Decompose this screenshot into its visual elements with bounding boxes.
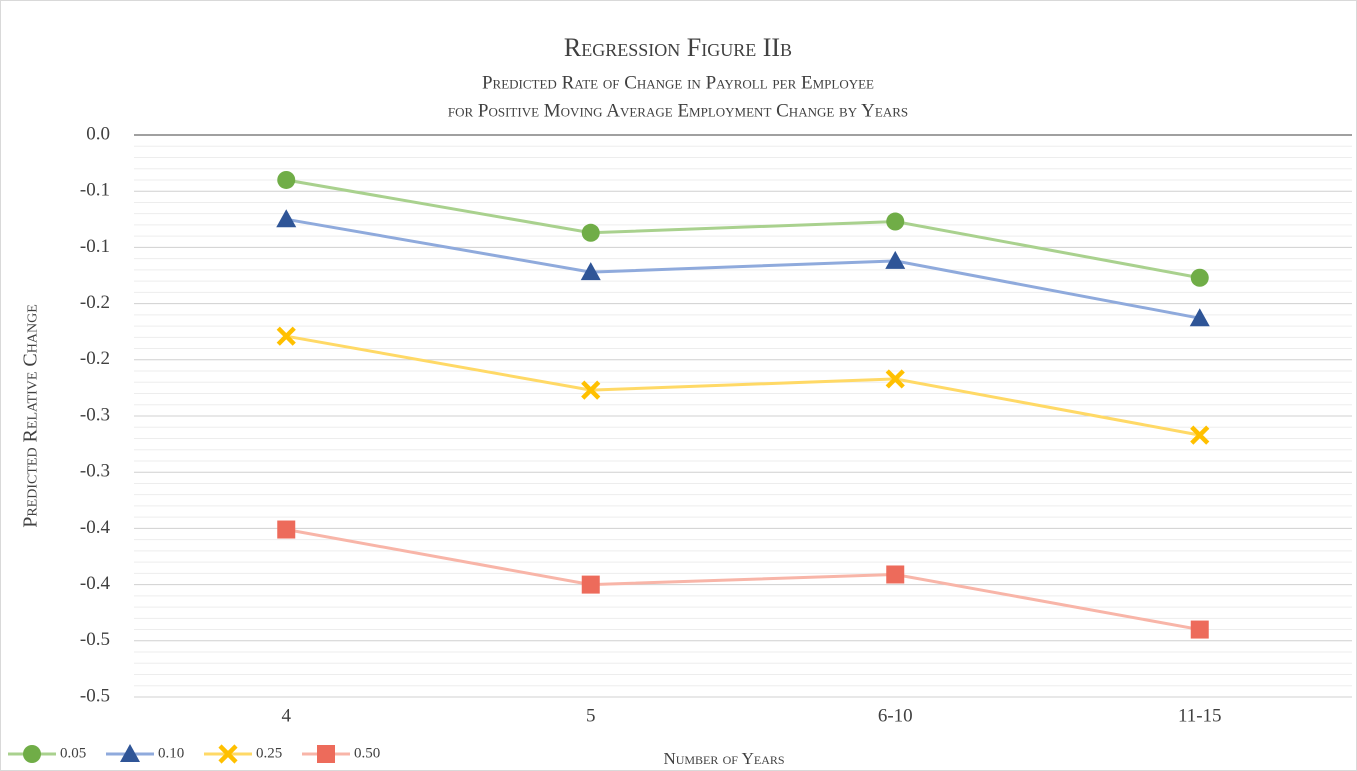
y-tick-label: -0.5 <box>80 685 110 706</box>
y-tick-label: 0.0 <box>86 123 110 144</box>
marker <box>276 209 297 228</box>
chart-subtitle: for Positive Moving Average Employment C… <box>448 100 908 121</box>
x-tick-label: 5 <box>586 705 596 726</box>
marker <box>1190 425 1210 445</box>
marker <box>581 380 601 400</box>
legend-marker <box>120 744 140 762</box>
legend-label: 0.50 <box>354 745 380 761</box>
marker <box>885 369 905 389</box>
legend-label: 0.05 <box>60 745 86 761</box>
legend-marker <box>317 745 335 763</box>
chart-subtitle: Predicted Rate of Change in Payroll per … <box>482 72 874 93</box>
marker <box>581 223 600 242</box>
marker <box>580 262 601 281</box>
x-tick-label: 11-15 <box>1178 705 1222 726</box>
marker <box>277 170 296 189</box>
y-tick-label: -0.4 <box>80 573 111 594</box>
chart-title: Regression Figure IIb <box>564 33 792 62</box>
y-tick-label: -0.1 <box>80 236 110 257</box>
legend-marker <box>23 745 41 763</box>
y-tick-label: -0.5 <box>80 629 110 650</box>
y-tick-label: -0.3 <box>80 404 110 425</box>
marker <box>885 250 906 269</box>
y-axis-label: Predicted Relative Change <box>20 304 42 528</box>
x-tick-label: 6-10 <box>878 705 913 726</box>
series-line <box>285 217 1201 320</box>
y-tick-label: -0.1 <box>80 180 110 201</box>
series-line <box>285 528 1201 632</box>
legend-label: 0.10 <box>158 745 184 761</box>
marker <box>277 520 296 539</box>
marker <box>886 212 905 231</box>
series-line <box>285 334 1201 437</box>
marker <box>1189 308 1210 327</box>
legend-label: 0.25 <box>256 745 282 761</box>
marker <box>886 565 905 584</box>
series-line <box>285 178 1201 280</box>
x-tick-label: 4 <box>282 705 292 726</box>
y-tick-label: -0.2 <box>80 292 110 313</box>
marker <box>1190 268 1209 287</box>
marker <box>1190 620 1209 639</box>
y-tick-label: -0.3 <box>80 461 110 482</box>
marker <box>581 575 600 594</box>
marker <box>276 326 296 346</box>
legend-marker <box>218 744 238 764</box>
y-tick-label: -0.4 <box>80 517 111 538</box>
x-axis-label: Number of Years <box>663 749 784 768</box>
y-tick-label: -0.2 <box>80 348 110 369</box>
